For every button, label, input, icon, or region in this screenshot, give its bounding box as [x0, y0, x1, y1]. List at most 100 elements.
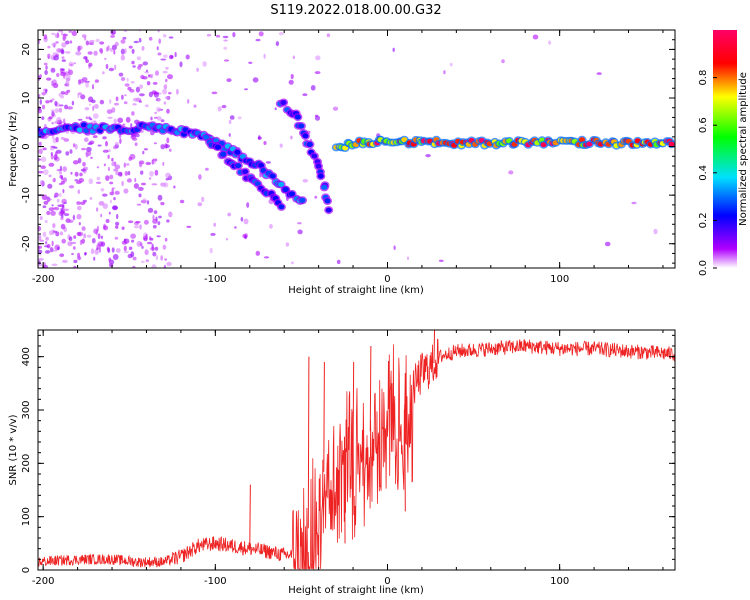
heatmap-speckle	[263, 53, 266, 59]
snr-x-tick-label: -200	[32, 576, 55, 587]
heatmap-speckle	[50, 210, 56, 216]
heatmap-speckle	[89, 39, 95, 43]
heatmap-speckle	[228, 119, 232, 125]
heatmap-frame	[37, 29, 676, 269]
heatmap-speckle	[56, 246, 60, 251]
heatmap-speckle	[61, 198, 67, 205]
heatmap-speckle	[232, 31, 236, 38]
heatmap-speckle	[113, 168, 119, 172]
heatmap-speckle	[71, 252, 74, 256]
heatmap-speckle	[275, 41, 280, 47]
heatmap-speckle	[49, 99, 53, 103]
heatmap-speckle	[85, 152, 89, 158]
heatmap-speckle	[104, 57, 107, 60]
heatmap-speckle	[162, 88, 168, 95]
heatmap-speckle	[80, 168, 86, 172]
heatmap-speckle	[196, 67, 200, 72]
heatmap-speckle	[121, 94, 124, 100]
heatmap-x-tick-label: -200	[32, 274, 55, 285]
heatmap-speckle	[169, 148, 172, 152]
heatmap-speckle	[62, 166, 67, 172]
heatmap-speckle	[130, 233, 137, 239]
heatmap-speckle	[40, 156, 47, 163]
heatmap-speckle	[139, 162, 143, 168]
heatmap-speckle	[62, 259, 68, 263]
heatmap-speckle	[257, 136, 262, 140]
heatmap-speckle	[123, 101, 128, 105]
heatmap-speckle	[269, 224, 273, 229]
heatmap-speckle	[75, 51, 82, 56]
heatmap-speckle	[133, 225, 140, 229]
heatmap-speckle	[244, 88, 248, 91]
heatmap-speckle	[84, 137, 89, 142]
heatmap-speckle	[90, 156, 93, 159]
heatmap-speckle	[59, 174, 63, 179]
heatmap-speckle	[95, 38, 100, 43]
heatmap-speckle	[63, 138, 70, 142]
heatmap-speckle	[95, 181, 102, 184]
heatmap-speckle	[157, 52, 162, 56]
heatmap-speckle	[56, 48, 62, 53]
heatmap-speckle	[139, 93, 145, 97]
heatmap-speckle	[290, 73, 294, 80]
heatmap-speckle	[255, 250, 260, 256]
heatmap-speckle	[604, 241, 611, 247]
heatmap-speckle	[336, 259, 341, 265]
heatmap-speckle	[97, 233, 101, 240]
snr-spike	[369, 345, 372, 432]
heatmap-speckle	[141, 260, 145, 263]
heatmap-speckle	[143, 148, 148, 151]
heatmap-speckle	[56, 73, 60, 77]
heatmap-speckle	[140, 182, 147, 186]
heatmap-speckle	[43, 62, 48, 66]
snr-ticks: -200 -100 0 100 0 100 200 300 400	[21, 330, 675, 587]
snr-y-tick-label: 300	[21, 400, 32, 419]
heatmap-speckle	[265, 161, 271, 164]
heatmap-speckle	[73, 235, 77, 239]
heatmap-speckle	[45, 241, 48, 245]
heatmap-speckle	[60, 91, 65, 95]
heatmap-speckle	[163, 182, 169, 188]
heatmap-speckle	[162, 161, 165, 166]
heatmap-speckle	[55, 136, 59, 143]
heatmap-speckle	[61, 213, 64, 218]
heatmap-speckle	[407, 256, 409, 261]
heatmap-speckle	[114, 164, 121, 170]
heatmap-speckle	[98, 247, 102, 253]
heatmap-speckle	[144, 104, 149, 108]
snr-x-tick-label: 100	[550, 576, 569, 587]
heatmap-y-axis-title: Frequency (Hz)	[8, 111, 19, 187]
heatmap-speckle	[78, 222, 81, 226]
heatmap-speckle	[47, 45, 51, 49]
heatmap-band-core	[278, 204, 285, 210]
heatmap-speckle	[85, 59, 90, 63]
heatmap-speckle	[58, 182, 63, 186]
heatmap-speckle	[102, 203, 109, 210]
snr-spike	[404, 404, 406, 512]
heatmap-speckle	[166, 219, 170, 223]
heatmap-speckle	[50, 67, 56, 73]
heatmap-speckle	[285, 242, 290, 247]
heatmap-speckle	[51, 42, 57, 47]
heatmap-speckle	[42, 147, 47, 151]
heatmap-speckle	[50, 154, 54, 160]
heatmap-speckle	[145, 259, 149, 263]
heatmap-speckle	[77, 45, 83, 51]
heatmap-speckle	[243, 218, 249, 225]
heatmap-speckle	[217, 106, 222, 112]
heatmap-speckle	[41, 91, 46, 96]
heatmap-speckle	[131, 48, 135, 54]
heatmap-speckle	[302, 179, 309, 183]
heatmap-speckle	[51, 135, 55, 139]
heatmap-band-core	[289, 191, 296, 197]
heatmap-speckle	[152, 224, 157, 229]
heatmap-band-core	[302, 133, 309, 139]
heatmap-speckle	[71, 30, 78, 36]
heatmap-speckle	[72, 246, 76, 250]
heatmap-speckle	[46, 198, 52, 201]
heatmap-speckle	[92, 135, 98, 139]
heatmap-speckle	[248, 61, 253, 64]
heatmap-speckle	[39, 74, 42, 79]
heatmap-speckle	[185, 54, 190, 60]
heatmap-speckle	[45, 65, 48, 70]
